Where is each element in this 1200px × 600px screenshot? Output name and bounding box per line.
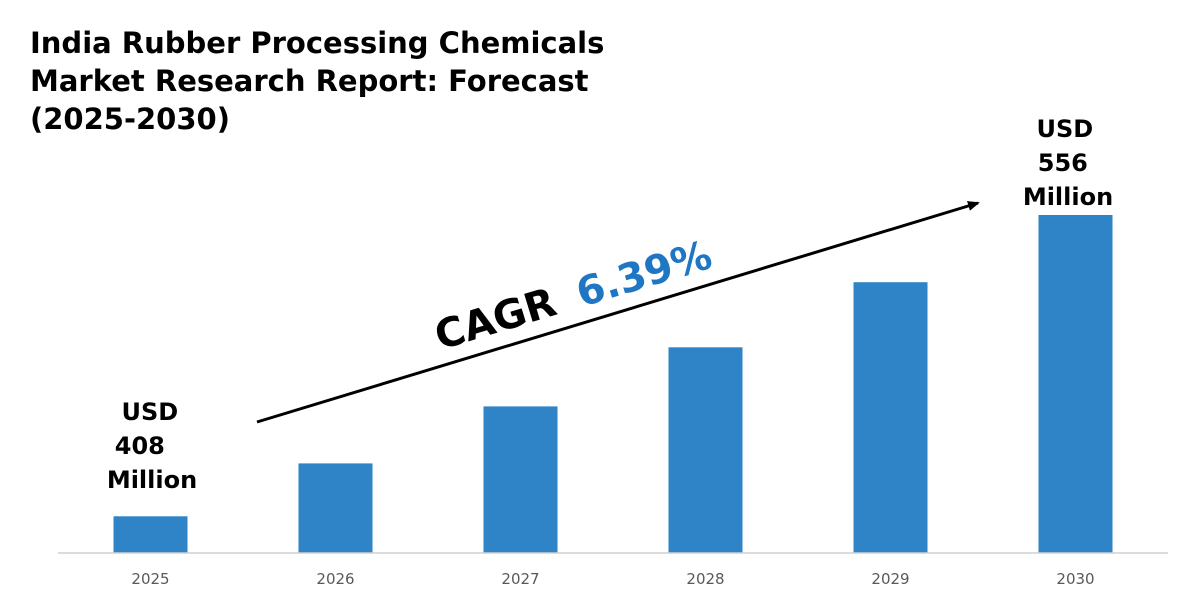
x-tick-labels: 2025 2026 2027 2028 2029 2030 bbox=[131, 570, 1094, 588]
bars-group bbox=[113, 215, 1113, 553]
bar-2025 bbox=[113, 516, 188, 553]
x-tick-2025: 2025 bbox=[131, 570, 169, 588]
chart-title-line-2: Market Research Report: Forecast bbox=[30, 64, 589, 98]
end-label-currency: USD bbox=[1036, 115, 1093, 143]
x-tick-2029: 2029 bbox=[871, 570, 909, 588]
x-tick-2026: 2026 bbox=[316, 570, 354, 588]
bar-2029 bbox=[853, 282, 928, 553]
chart-title-line-3: (2025-2030) bbox=[30, 102, 230, 136]
chart-title: India Rubber Processing Chemicals Market… bbox=[30, 24, 730, 138]
start-value-label: USD 408 Million bbox=[107, 398, 197, 494]
bar-2027 bbox=[483, 406, 558, 553]
end-label-value: 556 bbox=[1038, 149, 1088, 177]
bar-2026 bbox=[298, 463, 373, 553]
end-label-unit: Million bbox=[1023, 183, 1113, 211]
end-value-label: USD 556 Million bbox=[1023, 115, 1113, 211]
chart-title-line-1: India Rubber Processing Chemicals bbox=[30, 26, 605, 60]
trend-arrow bbox=[256, 201, 980, 424]
x-tick-2030: 2030 bbox=[1056, 570, 1094, 588]
cagr-prefix: CAGR bbox=[430, 280, 562, 360]
start-label-unit: Million bbox=[107, 466, 197, 494]
start-label-currency: USD bbox=[121, 398, 178, 426]
bar-2030 bbox=[1038, 215, 1113, 553]
bar-2028 bbox=[668, 347, 743, 553]
x-tick-2027: 2027 bbox=[501, 570, 539, 588]
start-label-value: 408 bbox=[115, 432, 165, 460]
x-tick-2028: 2028 bbox=[686, 570, 724, 588]
